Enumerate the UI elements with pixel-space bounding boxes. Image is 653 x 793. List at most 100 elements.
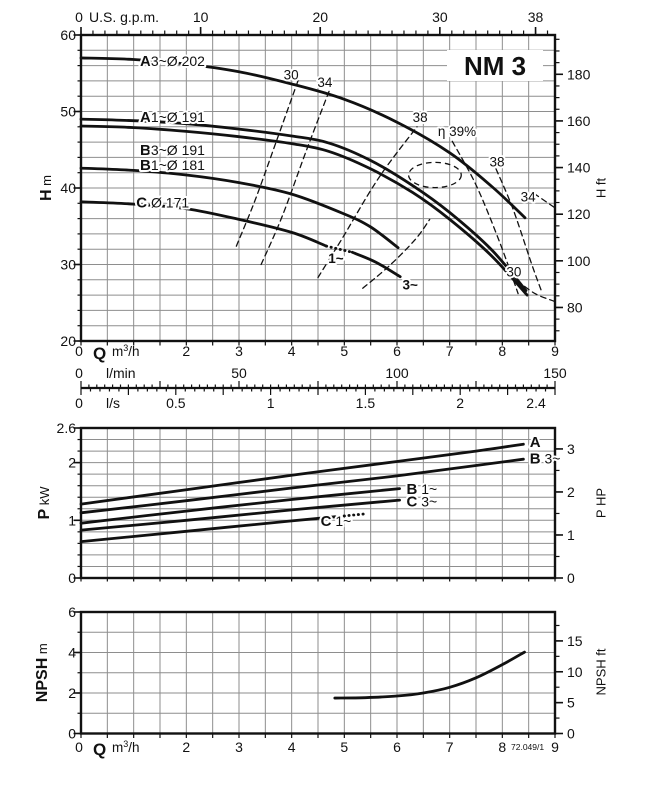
hft-axis-label: H ft [594,178,609,199]
efficiency-label: 30 [506,265,521,280]
q-tick-label: 4 [288,739,296,755]
php-axis-tick-label: 2 [567,484,575,500]
title-backdrop [447,50,543,81]
efficiency-label: 30 [284,67,299,82]
power-curve-C-1ph [79,515,337,544]
npshft-axis-tick-label: 5 [567,695,575,711]
power-curve-B-3ph [79,457,525,515]
hft-axis-tick-label: 140 [567,160,591,176]
hft-axis-tick-label: 160 [567,113,591,129]
q-tick-label: 8 [498,343,506,359]
npsh-axis-tick-label: 6 [68,604,76,620]
curve-label-B-3ph-191: B3~Ø 191 [140,141,205,158]
q-tick-label: 2 [182,343,190,359]
hft-axis-tick-label: 100 [567,253,591,269]
power-curve-A [79,442,525,506]
q-tick-label: 9 [551,343,559,359]
efficiency-contour [317,126,418,279]
npsh-axis-tick-label: 2 [68,685,76,701]
lmin-unit-label: l/min [106,365,136,381]
phase-label: 1~ [328,251,344,266]
q-tick-label: 4 [288,343,296,359]
npshft-axis-label: NPSH ft [594,648,609,695]
power-curve-C-1ph-dotted [333,512,366,519]
efficiency-loop [407,161,462,189]
p-axis-label: P kW [36,486,53,520]
power-chart: 2.6 2 1 0 P kW 3 2 1 0 P HP AB 3~ B 1~C 3~ C 1~ [36,420,609,586]
hft-axis-tick-label: 180 [567,66,591,82]
lmin-tick-label: 100 [385,365,409,381]
power-curve-C-3ph [79,498,401,532]
q-tick-label: 5 [340,739,348,755]
lmin-tick-label: 50 [231,365,247,381]
h-axis-tick-label: 40 [60,180,76,196]
q-tick-label: 7 [446,739,454,755]
curve-label-A-1ph-191: A1~Ø 191 [140,108,205,125]
chart-title: NM 3 [464,51,526,81]
q-axis-label: Q [93,344,106,363]
gpm-tick-label: 38 [528,9,544,25]
ls-tick-label: 1.5 [356,395,376,411]
efficiency-label: 34 [317,75,333,90]
h-axis-tick-label: 20 [60,333,76,349]
q-axis-unit: m3/h [112,343,140,359]
q-tick-label: 6 [393,343,401,359]
head-curve-B-3ph-191 [79,124,529,297]
q-tick-label: 6 [393,739,401,755]
php-axis-tick-label: 1 [567,527,575,543]
head-curve-C-171 [79,200,328,248]
lmin-zero-label: 0 [75,365,83,381]
q-zero-label: 0 [75,739,83,755]
power-curve-label-A: A [530,433,541,450]
gpm-tick-label: 10 [193,9,209,25]
ls-tick-label: 0.5 [166,395,186,411]
efficiency-label: 38 [413,110,428,125]
php-axis-label: P HP [594,488,609,518]
php-axis-tick-label: 0 [567,570,575,586]
npsh-curve [333,650,526,700]
power-curve-label-C-1ph: C 1~ [321,512,352,529]
npsh-axis-tick-label: 0 [68,726,76,742]
efficiency-label: η 39% [438,124,476,139]
q-tick-label: 3 [235,739,243,755]
q-axis-label: Q [93,740,106,759]
gpm-zero-label: 0 [75,9,83,25]
npshft-axis-tick-label: 10 [567,664,583,680]
head-curve-C-171-dotted [325,244,354,254]
ls-zero-label: 0 [75,395,83,411]
efficiency-contour [362,218,431,289]
power-curve-B-1ph [79,487,401,525]
power-curve-label-B-1ph: B 1~ [406,481,437,498]
head-curve-A-1ph-191 [79,117,528,292]
gpm-unit-label: U.S. g.p.m. [89,9,159,25]
efficiency-contour [495,168,543,293]
ls-unit-label: l/s [106,395,120,411]
phase-label: 3~ [402,278,418,293]
ls-tick-label: 1 [267,395,275,411]
p-axis-tick-label: 0 [68,570,76,586]
head-curve-B-1ph-181 [79,166,400,250]
efficiency-contour [235,78,300,247]
q-tick-label: 2 [182,739,190,755]
power-curve-label-C-3ph: C 3~ [406,493,437,510]
figure-code: 72.049/1 [511,742,544,752]
lmin-tick-label: 150 [543,365,567,381]
curve-label-B-1ph-181: B1~Ø 181 [140,157,205,174]
h-axis-tick-label: 30 [60,257,76,273]
p-axis-tick-label: 1 [68,512,76,528]
power-curve-label-B-3ph: B 3~ [530,450,561,467]
p-axis-tick-label: 2 [68,455,76,471]
h-axis-label: H m [38,175,55,201]
head-curve-A-3ph-202 [79,56,527,220]
q-axis-unit: m3/h [112,739,140,755]
q-tick-label: 7 [446,343,454,359]
h-axis-tick-label: 60 [60,27,76,43]
gpm-tick-label: 30 [432,9,448,25]
hft-axis-tick-label: 80 [567,299,583,315]
ls-tick-label: 2 [456,395,464,411]
gpm-tick-label: 20 [312,9,328,25]
